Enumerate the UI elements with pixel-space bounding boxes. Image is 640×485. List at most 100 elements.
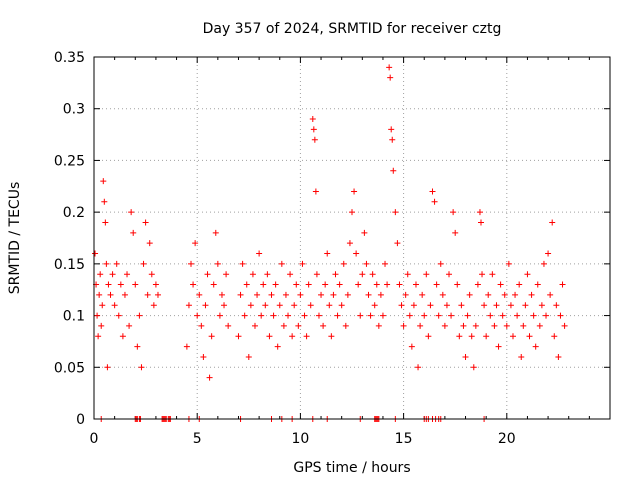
data-point [493,302,500,309]
data-point [336,281,343,288]
data-point [97,271,104,278]
data-point [103,260,110,267]
x-tick-label: 15 [395,431,413,447]
data-point [124,271,131,278]
data-point [94,312,101,319]
data-point [516,281,523,288]
data-point [425,333,432,340]
x-tick-label: 5 [193,431,202,447]
data-point [297,291,304,298]
y-tick-label: 0.05 [54,360,85,376]
data-point [285,312,292,319]
data-point [320,322,327,329]
data-point [384,281,391,288]
data-point [530,312,537,319]
data-point [102,219,109,226]
data-point [150,302,157,309]
data-point [235,333,242,340]
data-point [353,250,360,257]
data-point [423,271,430,278]
data-point [448,312,455,319]
data-point [553,302,560,309]
data-point [239,260,246,267]
data-point [402,291,409,298]
data-point [377,291,384,298]
data-point [481,302,488,309]
y-tick-label: 0.3 [63,102,85,118]
data-point [146,240,153,247]
data-point [468,333,475,340]
data-point [241,312,248,319]
data-point [200,353,207,360]
data-point [470,364,477,371]
data-point [349,209,355,216]
data-point [92,250,99,257]
data-point [474,281,481,288]
data-point [551,333,558,340]
data-point [433,281,440,288]
data-point [100,178,107,185]
data-point [291,302,298,309]
data-point [520,322,527,329]
data-point [400,322,407,329]
data-point [479,271,486,278]
data-point [318,291,325,298]
data-point [330,291,337,298]
data-point [363,260,370,267]
data-point [491,322,498,329]
data-point [128,209,135,216]
data-point [136,312,143,319]
data-point [361,229,368,236]
data-point [130,229,137,236]
data-point [299,260,306,267]
data-points-layer [92,64,568,422]
data-point [183,343,190,350]
data-point [268,291,275,298]
data-point [243,281,250,288]
data-point [526,333,533,340]
data-point [282,291,289,298]
data-point [113,260,120,267]
data-point [404,271,411,278]
data-point [369,271,376,278]
data-point [194,312,201,319]
data-point [95,333,102,340]
data-point [260,281,267,288]
data-point [351,188,358,195]
data-point [138,364,145,371]
data-point [534,281,541,288]
data-point [545,250,552,257]
data-point [326,302,333,309]
data-point [208,333,215,340]
data-point [357,312,364,319]
data-point [96,291,103,298]
data-point [485,291,492,298]
data-point [322,281,329,288]
data-point [254,291,261,298]
data-point [258,312,265,319]
data-point [478,219,484,226]
data-point [115,312,122,319]
data-point [309,116,316,123]
data-point [310,126,317,133]
data-point [487,312,494,319]
data-point [439,291,446,298]
data-point [105,281,112,288]
data-point [431,198,438,205]
data-point [437,260,444,267]
data-point [154,291,161,298]
data-point [262,302,269,309]
data-point [375,322,382,329]
plot-area-frame [93,56,611,420]
data-point [518,353,525,360]
data-point [121,291,128,298]
data-point [126,322,133,329]
y-tick-label: 0.35 [54,50,85,66]
chart-title: Day 357 of 2024, SRMTID for receiver czt… [203,21,502,37]
data-point [458,302,465,309]
data-point [218,291,225,298]
data-point [132,281,139,288]
data-point [505,260,512,267]
data-point [278,260,285,267]
